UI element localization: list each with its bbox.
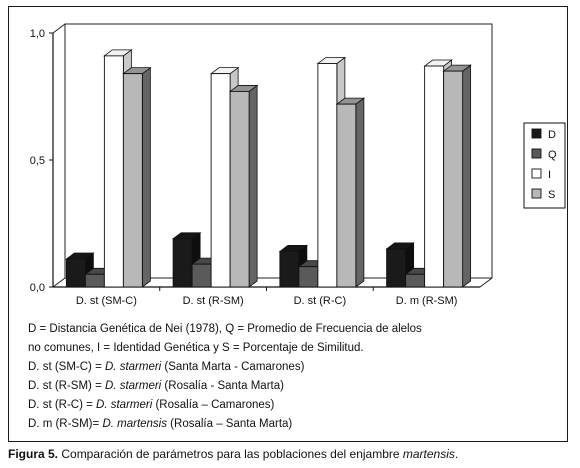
- abbr-line: D. st (SM-C) = D. starmeri (Santa Marta …: [28, 358, 548, 377]
- legend-swatch: [531, 128, 542, 139]
- bar-chart: 0,0 0,5 1,0 D. st (SM-C) D. st (R-SM) D. st (…: [30, 23, 566, 307]
- bar: [122, 73, 143, 288]
- x-tick-label: D. st (R-SM): [183, 295, 244, 307]
- x-tick-label: D. m (R-SM): [396, 295, 458, 307]
- caption-label: Figura 5.: [8, 447, 59, 461]
- x-tick-label: D. st (SM-C): [76, 295, 137, 307]
- abbr-prefix: D. m (R-SM)=: [28, 418, 103, 430]
- bar: [405, 273, 426, 288]
- abbr-line: D. st (R-C) = D. starmeri (Rosalía – Cam…: [28, 396, 548, 415]
- bar-side: [141, 66, 151, 288]
- abbr-species: D. starmeri: [105, 380, 162, 392]
- abbr-line: D. m (R-SM)= D. martensis (Rosalía – San…: [28, 415, 548, 434]
- figure-frame: [8, 6, 568, 442]
- bar: [210, 73, 231, 288]
- bar: [424, 65, 445, 288]
- abbr-rest: (Rosalía – Santa Marta): [166, 418, 293, 430]
- y-tick-label: 0,0: [30, 282, 45, 294]
- abbr-species: D. starmeri: [96, 399, 153, 411]
- abbr-rest: (Rosalía - Santa Marta): [161, 380, 284, 392]
- legend-swatch: [531, 148, 542, 159]
- bar-side: [462, 64, 472, 288]
- abbr-prefix: D. st (R-SM) =: [28, 380, 105, 392]
- bar: [172, 238, 193, 288]
- chart-notes: D = Distancia Genética de Nei (1978), Q …: [28, 320, 548, 434]
- bar: [191, 263, 212, 288]
- floor-side-edge: [52, 277, 66, 288]
- abbr-line: D. st (R-SM) = D. starmeri (Rosalía - Sa…: [28, 377, 548, 396]
- caption-text: Comparación de parámetros para las pobla…: [58, 447, 403, 461]
- legend-label: I: [548, 169, 551, 181]
- notes-line-1: D = Distancia Genética de Nei (1978), Q …: [28, 323, 422, 335]
- bar: [317, 63, 338, 288]
- legend-label: S: [548, 189, 555, 201]
- legend-swatch: [531, 168, 542, 179]
- abbr-species: D. starmeri: [105, 361, 162, 373]
- bar: [336, 103, 357, 288]
- caption-species: martensis: [402, 447, 455, 461]
- bar: [65, 258, 86, 288]
- legend-box: [523, 122, 566, 209]
- legend-label: D: [548, 129, 556, 141]
- bar: [84, 273, 105, 288]
- abbr-rest: (Rosalía – Camarones): [152, 399, 275, 411]
- bar: [298, 266, 319, 288]
- figure-caption: Figura 5. Comparación de parámetros para…: [8, 447, 458, 461]
- y-tick-label: 1,0: [30, 28, 45, 40]
- bar: [386, 248, 407, 288]
- bar: [279, 250, 300, 288]
- chart-bars: [65, 49, 472, 288]
- bar: [103, 55, 124, 288]
- chart-axes: 0,0 0,5 1,0 D. st (SM-C) D. st (R-SM) D. st (…: [30, 23, 493, 307]
- notes-line-2: no comunes, I = Identidad Genética y S =…: [28, 342, 364, 354]
- y-tick-label: 0,5: [30, 155, 45, 167]
- abbr-prefix: D. st (R-C) =: [28, 399, 97, 411]
- legend-label: Q: [548, 149, 557, 161]
- legend-swatch: [531, 188, 542, 199]
- bar-side: [355, 97, 365, 288]
- abbr-prefix: D. st (SM-C) =: [28, 361, 105, 373]
- caption-end: .: [454, 447, 459, 461]
- x-tick-label: D. st (R-C): [294, 295, 347, 307]
- bar-side: [248, 84, 258, 288]
- bar: [229, 90, 250, 288]
- abbr-rest: (Santa Marta - Camarones): [161, 361, 305, 373]
- abbr-species: D. martensis: [102, 418, 167, 430]
- bar: [443, 70, 464, 288]
